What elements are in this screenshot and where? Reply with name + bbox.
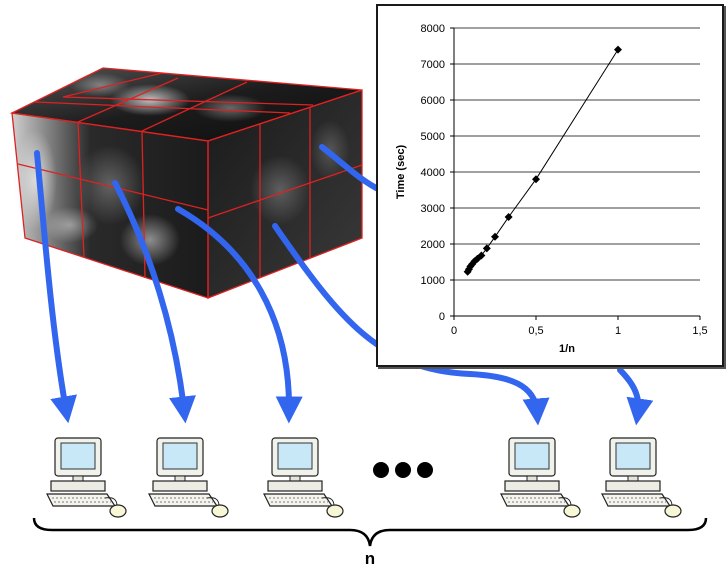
computer-n-minus-1 xyxy=(500,437,581,518)
arrow-to-computer-n-lower xyxy=(617,367,654,426)
mouse-icon xyxy=(211,504,229,518)
computer-row xyxy=(46,437,682,518)
y-tick-label: 1000 xyxy=(421,275,445,287)
y-tick-label: 6000 xyxy=(421,95,445,107)
mouse-icon xyxy=(109,504,127,518)
computer-1 xyxy=(46,437,127,518)
data-point xyxy=(482,244,491,253)
data-point xyxy=(468,260,477,269)
arrow-to-computer-2 xyxy=(112,180,196,424)
arrow-to-computer-n-minus-1 xyxy=(272,223,550,426)
x-axis-label: 1/n xyxy=(559,343,575,355)
mouse-icon xyxy=(664,504,682,518)
distribution-arrows xyxy=(34,144,654,426)
x-tick-label: 0 xyxy=(451,325,457,337)
computer-n xyxy=(601,437,682,518)
mouse-icon xyxy=(563,504,581,518)
data-volume-cube xyxy=(9,67,363,299)
data-point xyxy=(491,232,499,241)
computer-3 xyxy=(263,437,344,518)
data-point xyxy=(504,213,513,221)
series-line xyxy=(467,49,619,272)
y-tick-label: 0 xyxy=(439,311,445,323)
ellipsis-more-computers xyxy=(373,455,443,485)
mouse-icon xyxy=(326,504,344,518)
y-tick-label: 3000 xyxy=(421,203,445,215)
y-axis-label: Time (sec) xyxy=(395,145,407,200)
arrow-to-computer-1 xyxy=(34,150,77,424)
x-tick-label: 1 xyxy=(615,325,621,337)
timing-chart: 0 1000 2000 3000 4000 5000 6000 7000 8000 0 0,5 1 1,… xyxy=(395,23,708,355)
data-point xyxy=(464,265,473,274)
y-tick-label: 4000 xyxy=(421,167,445,179)
timing-plot-panel: 0 1000 2000 3000 4000 5000 6000 7000 8000 0 0,5 1 1,… xyxy=(376,4,724,367)
group-brace xyxy=(32,517,708,547)
y-tick-label: 5000 xyxy=(421,131,445,143)
x-tick-label: 1,5 xyxy=(692,325,707,337)
data-point xyxy=(532,175,540,184)
y-tick-label: 7000 xyxy=(421,59,445,71)
group-count-label: n xyxy=(364,549,376,568)
data-point xyxy=(477,251,486,260)
x-tick-label: 0,5 xyxy=(528,325,543,337)
chart-gridlines xyxy=(454,27,700,317)
arrow-to-computer-n xyxy=(319,144,383,193)
y-tick-label: 8000 xyxy=(421,23,445,35)
arrow-to-computer-3 xyxy=(175,206,303,424)
computer-2 xyxy=(148,437,229,518)
cube-partition-grid xyxy=(9,67,363,299)
data-point xyxy=(614,45,622,54)
y-tick-label: 2000 xyxy=(421,239,445,251)
